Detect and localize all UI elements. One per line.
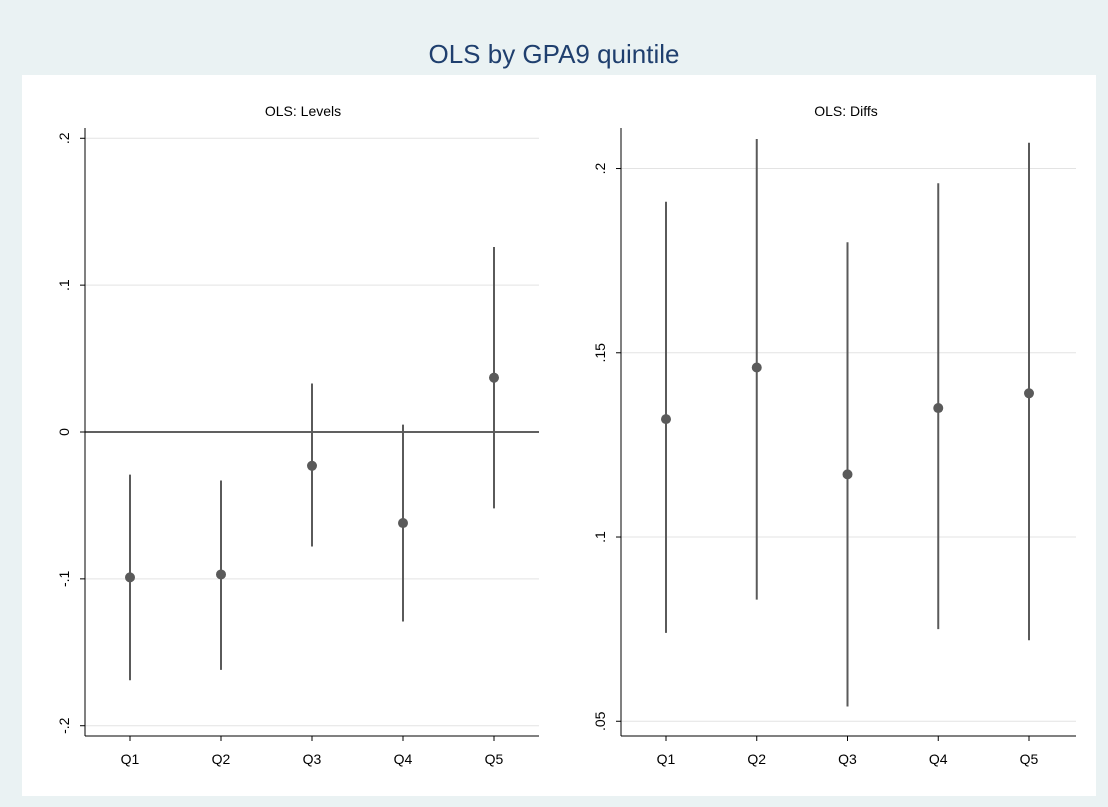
levels-x-tick-label: Q4 xyxy=(394,751,413,767)
diffs-estimate-point xyxy=(661,414,671,425)
diffs-x-tick-label: Q5 xyxy=(1020,751,1039,767)
panel-diffs-title: OLS: Diffs xyxy=(814,103,878,119)
levels-y-tick-label: -.2 xyxy=(56,717,72,734)
levels-estimate-point xyxy=(398,518,408,529)
levels-estimate-point xyxy=(216,569,226,580)
levels-y-tick-label: -.1 xyxy=(56,570,72,587)
panel-levels-background xyxy=(22,75,559,796)
panel-levels: OLS: Levels -.2 -.1 0 .1 .2 Q1 Q2 Q3 Q4 Q5 xyxy=(22,75,559,796)
panel-diffs-background xyxy=(559,75,1096,796)
levels-estimate-point xyxy=(489,372,499,383)
levels-y-tick-label: .2 xyxy=(56,132,72,144)
diffs-x-tick-label: Q3 xyxy=(838,751,857,767)
diffs-x-tick-label: Q1 xyxy=(657,751,676,767)
levels-y-tick-label: 0 xyxy=(56,428,72,436)
diffs-x-tick-label: Q4 xyxy=(929,751,948,767)
figure-title: OLS by GPA9 quintile xyxy=(429,39,680,69)
levels-estimate-point xyxy=(125,572,135,583)
diffs-x-tick-label: Q2 xyxy=(747,751,766,767)
diffs-estimate-point xyxy=(1024,388,1034,399)
panel-levels-title: OLS: Levels xyxy=(265,103,341,119)
diffs-y-tick-label: .1 xyxy=(592,531,608,543)
diffs-estimate-point xyxy=(842,469,853,480)
diffs-y-tick-label: .2 xyxy=(592,162,608,174)
levels-x-tick-label: Q5 xyxy=(485,751,504,767)
levels-x-tick-label: Q1 xyxy=(121,751,140,767)
diffs-y-tick-label: .15 xyxy=(592,343,608,363)
diffs-y-tick-label: .05 xyxy=(592,711,608,731)
levels-estimate-point xyxy=(307,460,317,471)
levels-x-tick-label: Q2 xyxy=(212,751,231,767)
diffs-estimate-point xyxy=(751,362,762,373)
diffs-estimate-point xyxy=(933,403,944,414)
panel-diffs: OLS: Diffs .05 .1 .15 .2 Q1 Q2 Q3 Q4 Q5 xyxy=(559,75,1096,796)
levels-x-tick-label: Q3 xyxy=(303,751,322,767)
levels-y-tick-label: .1 xyxy=(56,279,72,291)
